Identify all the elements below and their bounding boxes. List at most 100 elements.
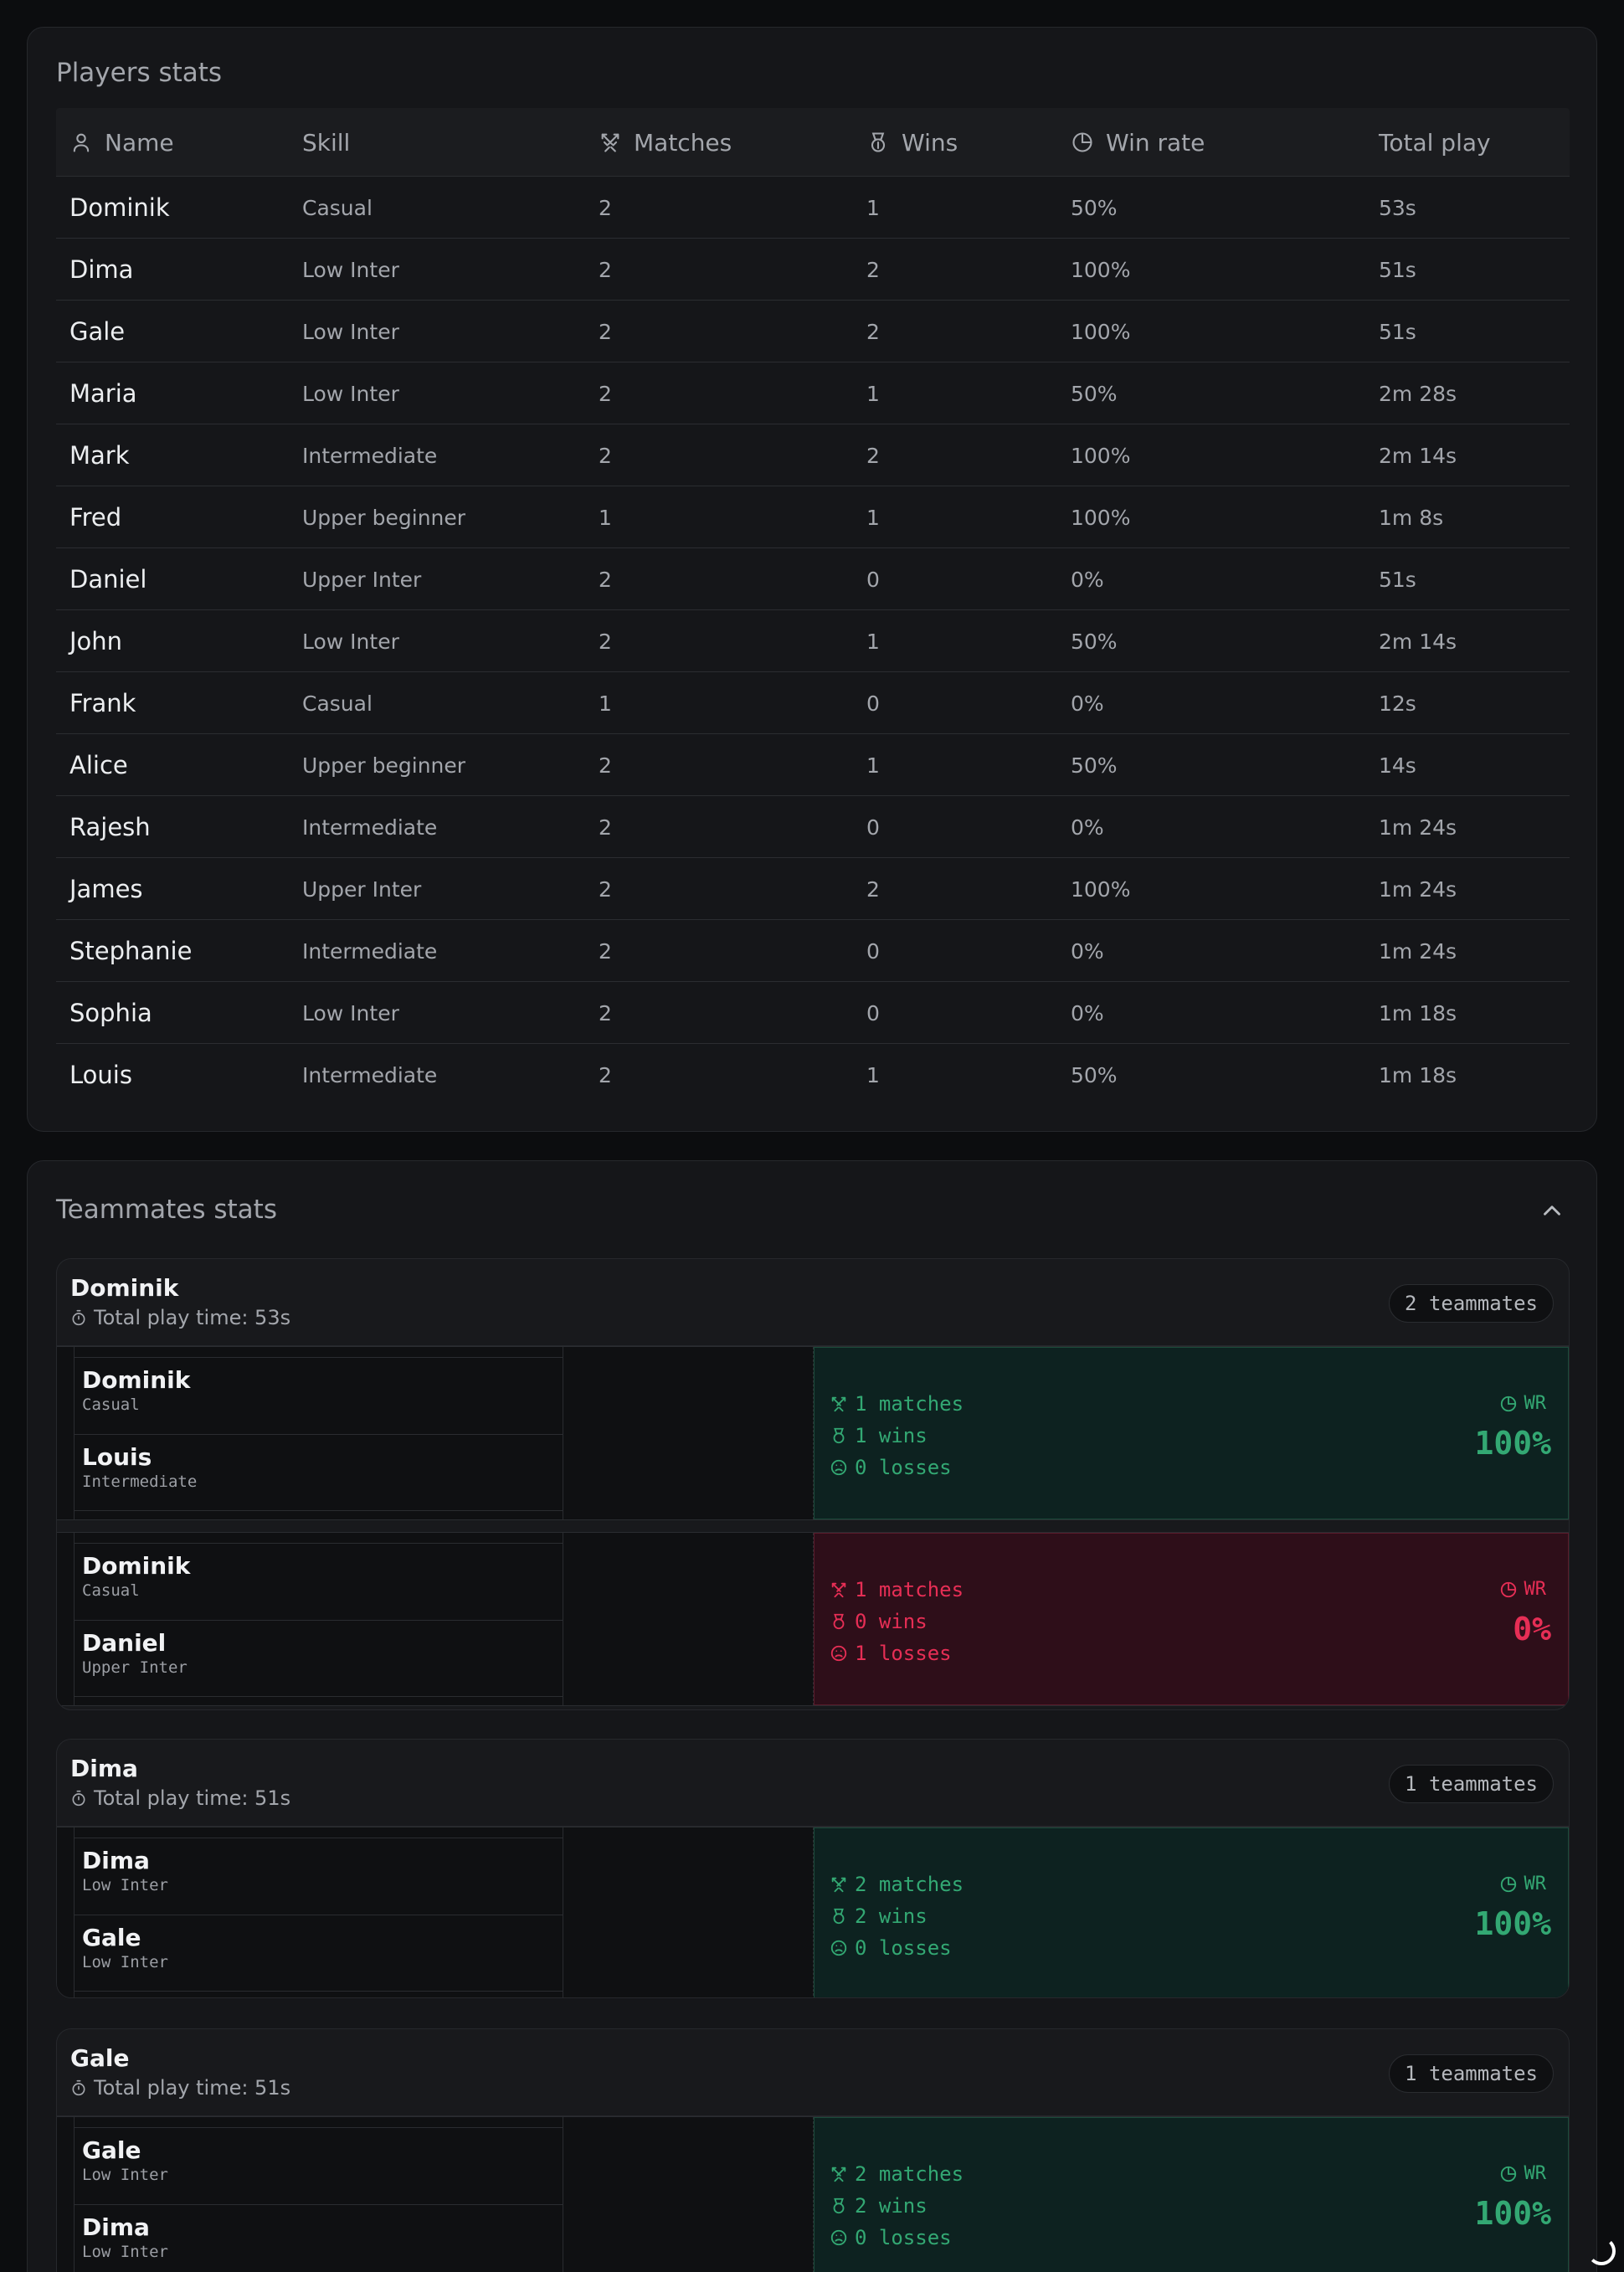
cell-skill: Intermediate bbox=[302, 1062, 438, 1087]
wins-stat: 1 wins bbox=[830, 1420, 964, 1452]
teammate-pair: Gale Low Inter Dima Low Inter 2 matches 2 … bbox=[57, 2116, 1569, 2272]
column-header-total-play[interactable]: Total play bbox=[1379, 128, 1491, 157]
player-name: Dominik bbox=[82, 1552, 191, 1580]
group-play-time: Total play time: 53s bbox=[70, 1306, 290, 1329]
matches-stat: 1 matches bbox=[830, 1388, 964, 1420]
cell-matches: 2 bbox=[599, 938, 612, 964]
matches-stat: 2 matches bbox=[830, 1868, 964, 1900]
teammate-pair: Dominik Casual Louis Intermediate 1 matche… bbox=[57, 1346, 1569, 1520]
frown-icon bbox=[830, 2229, 847, 2246]
column-header-wins[interactable]: Wins bbox=[866, 108, 958, 177]
stopwatch-icon bbox=[72, 1790, 85, 1807]
medal-icon bbox=[871, 132, 886, 152]
cell-win-rate: 100% bbox=[1071, 319, 1131, 344]
cell-skill: Low Inter bbox=[302, 257, 399, 282]
player-name: Dima bbox=[82, 1847, 150, 1874]
cell-skill: Upper Inter bbox=[302, 876, 422, 902]
pair-result-loss: 1 matches 0 wins 1 losses WR 0% bbox=[814, 1533, 1569, 1705]
win-rate-value: 0% bbox=[1513, 1611, 1551, 1647]
cell-matches: 2 bbox=[599, 629, 612, 654]
table-row: Maria Low Inter 2 1 50% 2m 28s bbox=[56, 362, 1570, 424]
pie-chart-icon bbox=[1500, 1396, 1516, 1411]
cell-total-play: 1m 24s bbox=[1379, 876, 1457, 902]
matches-stat: 2 matches bbox=[830, 2158, 964, 2190]
group-player-name: Gale bbox=[70, 2044, 130, 2072]
teammate-group-header: Gale Total play time: 51s 1 teammates bbox=[57, 2029, 1569, 2116]
cell-wins: 2 bbox=[866, 319, 880, 344]
pie-chart-icon bbox=[1500, 1581, 1516, 1597]
cell-matches: 1 bbox=[599, 505, 612, 530]
cell-matches: 1 bbox=[599, 691, 612, 716]
table-row: Louis Intermediate 2 1 50% 1m 18s bbox=[56, 1044, 1570, 1106]
cell-wins: 1 bbox=[866, 195, 880, 220]
cell-skill: Intermediate bbox=[302, 443, 438, 468]
cell-name: Daniel bbox=[69, 565, 147, 594]
cell-total-play: 1m 24s bbox=[1379, 815, 1457, 840]
column-header-name[interactable]: Name bbox=[69, 108, 174, 177]
pie-chart-icon bbox=[1072, 132, 1092, 152]
player-skill: Upper Inter bbox=[82, 1658, 188, 1677]
group-play-time: Total play time: 51s bbox=[70, 2076, 290, 2100]
table-row: Stephanie Intermediate 2 0 0% 1m 24s bbox=[56, 920, 1570, 982]
column-header-win-rate[interactable]: Win rate bbox=[1071, 108, 1205, 177]
cell-matches: 2 bbox=[599, 876, 612, 902]
table-row: Gale Low Inter 2 2 100% 51s bbox=[56, 301, 1570, 362]
column-header-matches[interactable]: Matches bbox=[599, 108, 732, 177]
teammates-count-badge: 1 teammates bbox=[1389, 2054, 1554, 2093]
table-row: James Upper Inter 2 2 100% 1m 24s bbox=[56, 858, 1570, 920]
cell-total-play: 53s bbox=[1379, 195, 1416, 220]
group-player-name: Dominik bbox=[70, 1274, 179, 1302]
player-skill: Low Inter bbox=[82, 1953, 168, 1971]
wins-stat: 2 wins bbox=[830, 2190, 964, 2222]
cell-wins: 0 bbox=[866, 567, 880, 592]
cell-wins: 1 bbox=[866, 505, 880, 530]
cell-total-play: 51s bbox=[1379, 319, 1416, 344]
player-name: Dima bbox=[82, 2213, 150, 2241]
cell-matches: 2 bbox=[599, 257, 612, 282]
players-stats-title: Players stats bbox=[56, 58, 223, 88]
wins-stat: 2 wins bbox=[830, 1900, 964, 1932]
table-row: Dominik Casual 2 1 50% 53s bbox=[56, 177, 1570, 239]
column-header-skill[interactable]: Skill bbox=[302, 128, 351, 157]
table-row: Fred Upper beginner 1 1 100% 1m 8s bbox=[56, 486, 1570, 548]
players-table-header: Name Skill Matches Wins Win rate Total p… bbox=[56, 108, 1570, 177]
cell-total-play: 51s bbox=[1379, 567, 1416, 592]
cell-win-rate: 0% bbox=[1071, 567, 1104, 592]
pair-result-win: 2 matches 2 wins 0 losses WR 100% bbox=[814, 2117, 1569, 2272]
swords-icon bbox=[831, 1582, 846, 1598]
matches-stat: 1 matches bbox=[830, 1574, 964, 1606]
cell-matches: 2 bbox=[599, 567, 612, 592]
cell-wins: 1 bbox=[866, 1062, 880, 1087]
cell-skill: Casual bbox=[302, 691, 373, 716]
pair-player: Daniel Upper Inter bbox=[74, 1620, 563, 1697]
cell-skill: Upper Inter bbox=[302, 567, 422, 592]
player-name: Daniel bbox=[82, 1629, 167, 1657]
win-rate-value: 100% bbox=[1474, 1905, 1551, 1942]
win-rate-label: WR bbox=[1499, 1874, 1546, 1894]
cell-total-play: 2m 14s bbox=[1379, 629, 1457, 654]
medal-icon bbox=[833, 1427, 845, 1444]
table-row: Mark Intermediate 2 2 100% 2m 14s bbox=[56, 424, 1570, 486]
cell-wins: 0 bbox=[866, 1000, 880, 1025]
pair-player: Gale Low Inter bbox=[74, 2127, 563, 2204]
cell-wins: 1 bbox=[866, 629, 880, 654]
cell-win-rate: 0% bbox=[1071, 691, 1104, 716]
player-name: Gale bbox=[82, 1924, 141, 1951]
pair-result-win: 1 matches 1 wins 0 losses WR 100% bbox=[814, 1347, 1569, 1519]
chevron-up-icon[interactable] bbox=[1538, 1196, 1566, 1225]
cell-name: Alice bbox=[69, 751, 128, 779]
cell-name: Mark bbox=[69, 441, 130, 470]
player-skill: Low Inter bbox=[82, 2166, 168, 2184]
cell-total-play: 1m 24s bbox=[1379, 938, 1457, 964]
swords-icon bbox=[831, 2167, 846, 2182]
cell-win-rate: 100% bbox=[1071, 443, 1131, 468]
cell-total-play: 14s bbox=[1379, 753, 1416, 778]
cell-name: Maria bbox=[69, 379, 137, 408]
wins-stat: 0 wins bbox=[830, 1606, 964, 1637]
cell-win-rate: 100% bbox=[1071, 257, 1131, 282]
pair-player: Dima Low Inter bbox=[74, 2204, 563, 2272]
teammate-pair: Dima Low Inter Gale Low Inter 2 matches 2 … bbox=[57, 1827, 1569, 1997]
frown-icon bbox=[830, 1940, 847, 1956]
cell-wins: 1 bbox=[866, 381, 880, 406]
pie-chart-icon bbox=[1500, 2166, 1516, 2182]
